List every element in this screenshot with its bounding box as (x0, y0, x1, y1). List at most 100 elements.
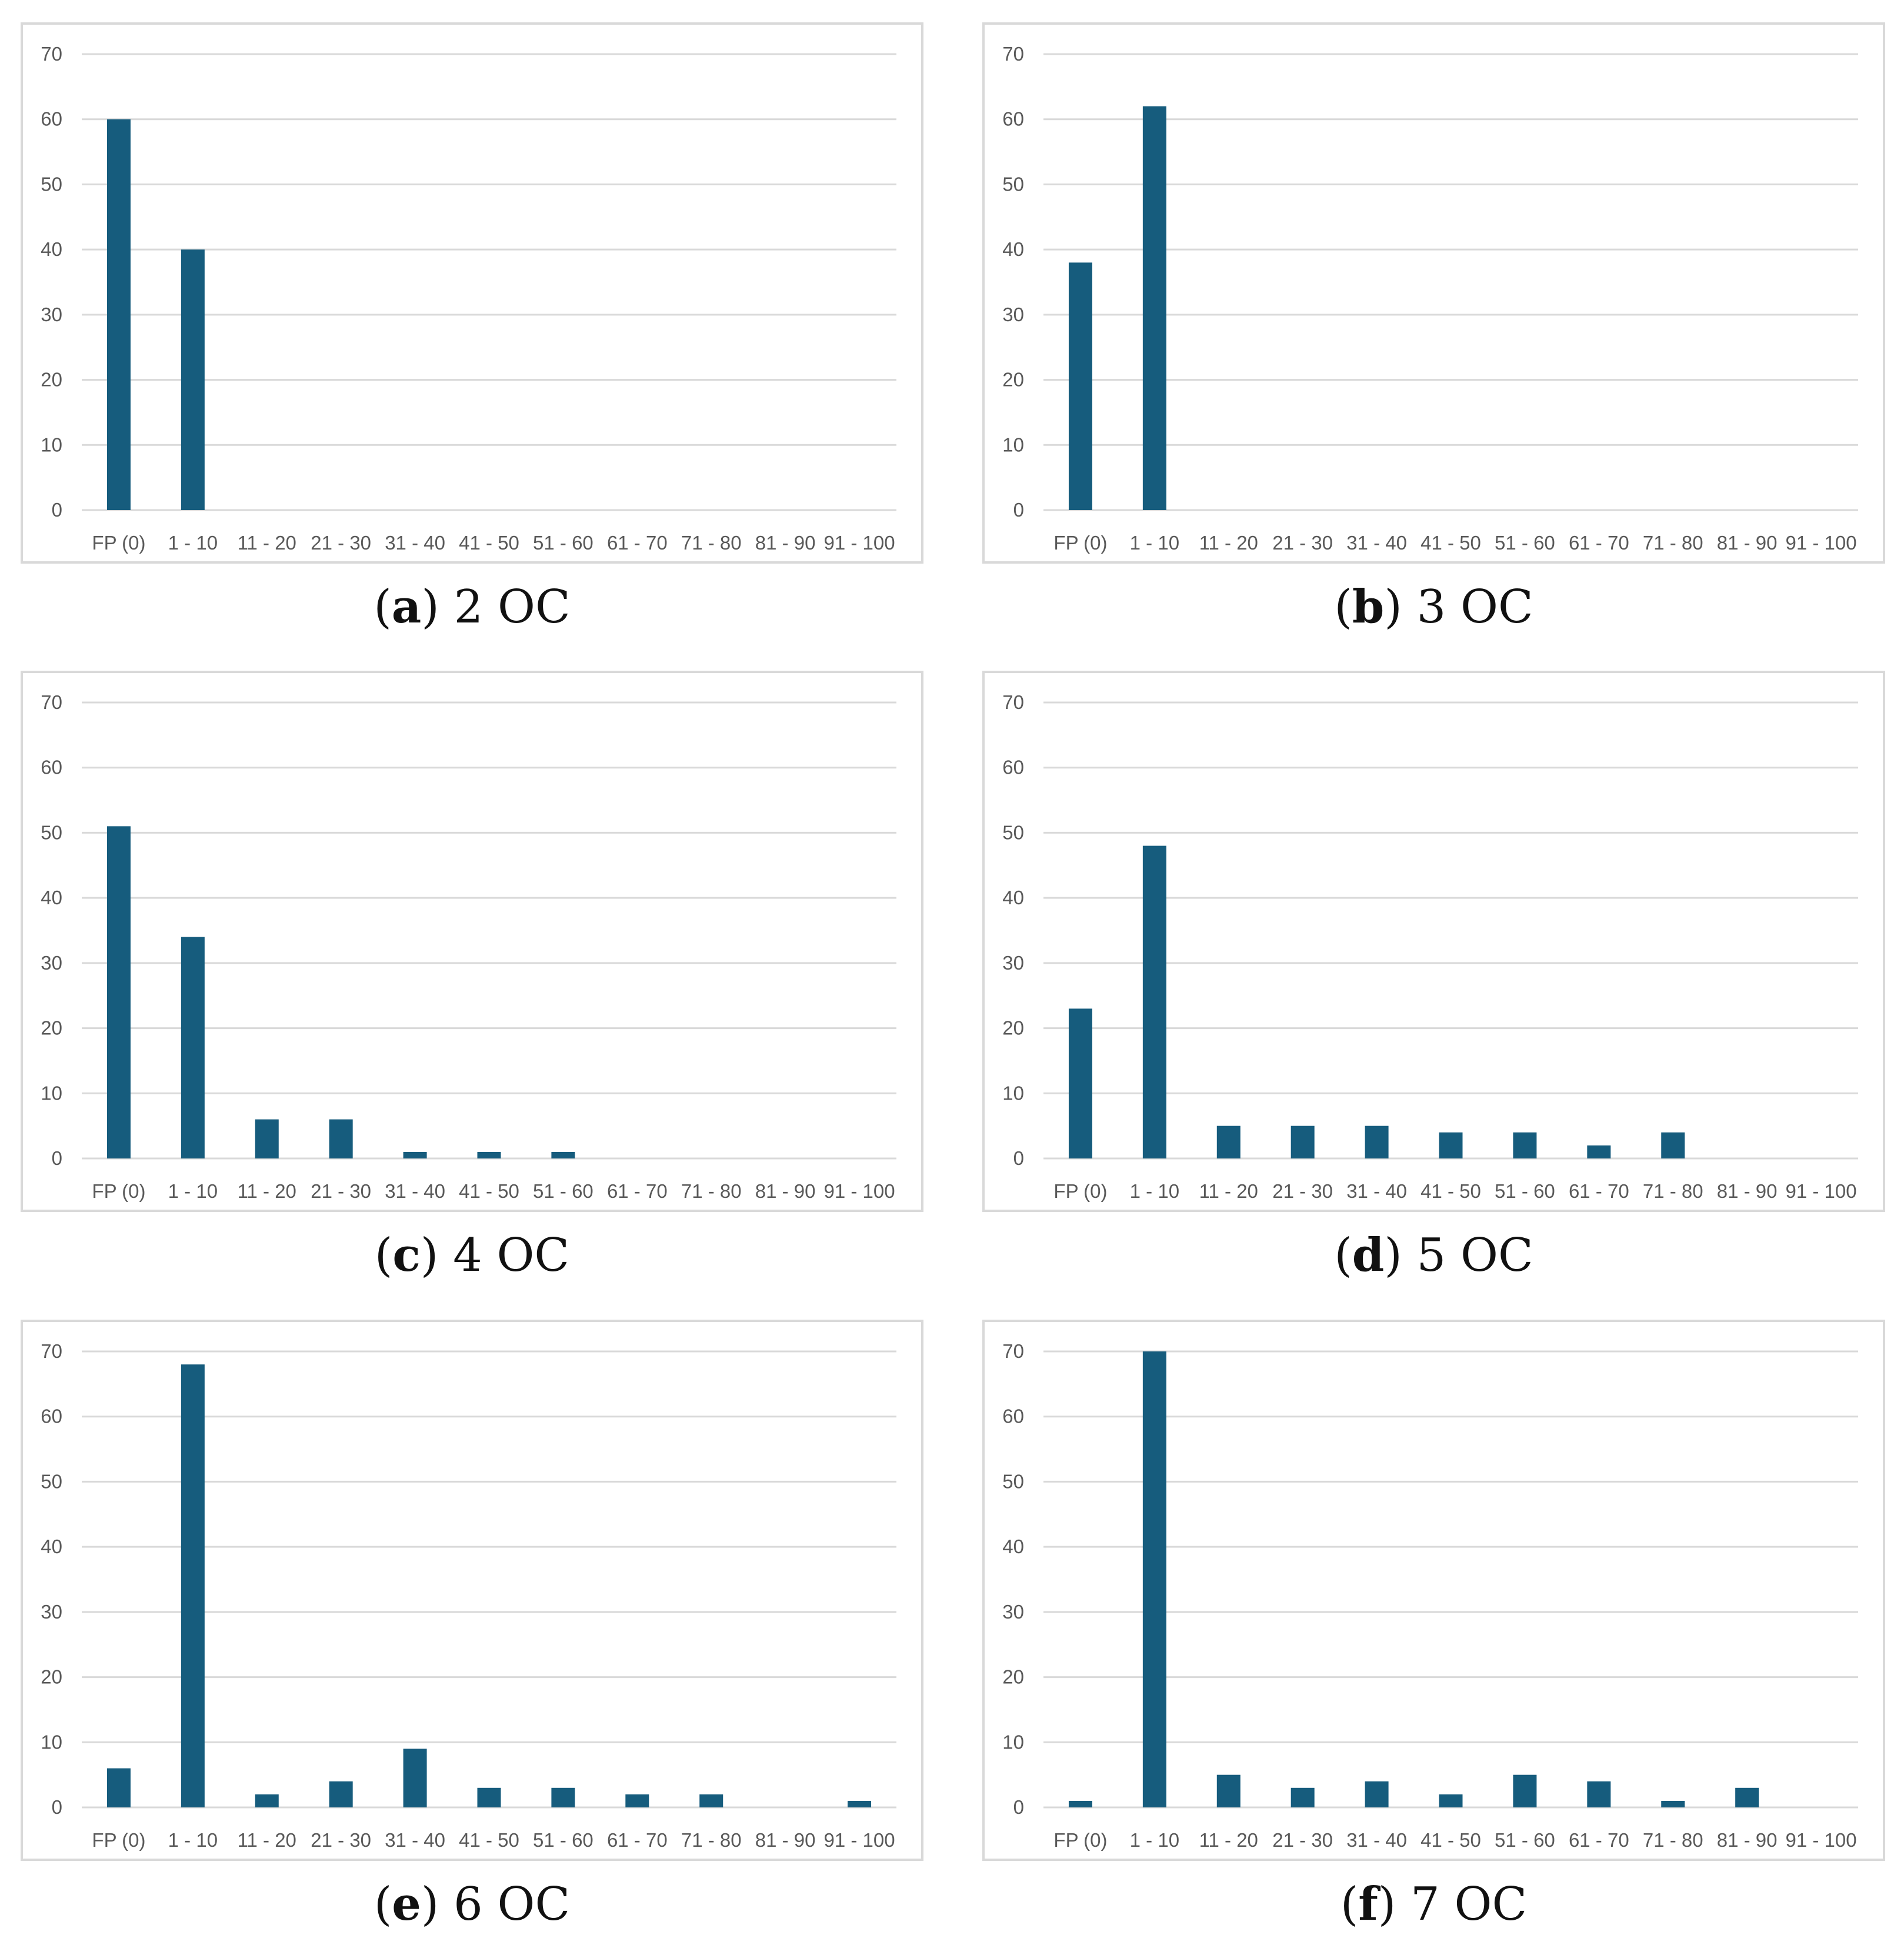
chart-panel-c: 0 10 20 30 40 50 60 70 FP (0) 1 - 10 11 - 20 21 - 3… (21, 671, 923, 1212)
x-tick-label-f-10: 91 - 100 (1785, 1829, 1856, 1851)
bar-d-5 (1439, 1132, 1463, 1158)
bar-b-0 (1068, 262, 1092, 510)
bar-d-4 (1365, 1125, 1389, 1158)
bar-d-2 (1216, 1125, 1241, 1158)
bar-c-5 (477, 1151, 501, 1158)
bar-c-3 (329, 1119, 353, 1158)
x-tick-label-f-4: 31 - 40 (1346, 1829, 1407, 1851)
y-tick-label-e-70: 70 (41, 1340, 62, 1362)
y-tick-label-e-40: 40 (41, 1536, 62, 1557)
y-tick-label-b-60: 60 (1002, 108, 1024, 130)
x-tick-label-f-8: 71 - 80 (1643, 1829, 1703, 1851)
caption-title-b: 3 OC (1416, 581, 1533, 634)
caption-title-f: 7 OC (1411, 1878, 1528, 1931)
x-tick-label-e-2: 11 - 20 (238, 1829, 296, 1851)
bar-e-8 (699, 1794, 723, 1807)
caption-b: (b) 3 OC (1334, 580, 1533, 634)
chart-panel-d: 0 10 20 30 40 50 60 70 FP (0) 1 - 10 11 - 20 21 - 3… (982, 671, 1885, 1212)
x-tick-label-c-5: 41 - 50 (459, 1180, 519, 1202)
x-tick-label-a-0: FP (0) (92, 532, 145, 554)
x-tick-label-f-0: FP (0) (1053, 1829, 1107, 1851)
x-tick-label-d-8: 71 - 80 (1643, 1180, 1703, 1202)
bar-d-0 (1068, 1008, 1092, 1158)
y-tick-label-d-60: 60 (1002, 757, 1024, 778)
caption-letter-e: e (392, 1877, 421, 1931)
caption-letter-c: c (392, 1228, 421, 1282)
caption-e: (e) 6 OC (374, 1877, 571, 1931)
x-tick-label-b-6: 51 - 60 (1495, 532, 1555, 554)
x-tick-label-d-1: 1 - 10 (1130, 1180, 1179, 1202)
x-tick-label-c-6: 51 - 60 (533, 1180, 593, 1202)
x-tick-label-c-2: 11 - 20 (238, 1180, 296, 1202)
x-tick-label-a-2: 11 - 20 (238, 532, 296, 554)
y-tick-label-f-20: 20 (1002, 1666, 1024, 1688)
bar-d-8 (1661, 1132, 1685, 1158)
bar-c-0 (106, 826, 131, 1158)
x-tick-label-d-2: 11 - 20 (1199, 1180, 1258, 1202)
caption-letter-d: d (1352, 1228, 1385, 1282)
y-tick-label-a-40: 40 (41, 238, 62, 260)
y-tick-label-d-20: 20 (1002, 1017, 1024, 1039)
y-tick-label-a-10: 10 (41, 434, 62, 455)
x-tick-label-c-3: 21 - 30 (311, 1180, 371, 1202)
bar-e-6 (551, 1787, 575, 1807)
x-tick-label-b-9: 81 - 90 (1717, 532, 1778, 554)
x-tick-label-d-10: 91 - 100 (1785, 1180, 1856, 1202)
x-tick-label-c-10: 91 - 100 (823, 1180, 895, 1202)
x-tick-label-b-1: 1 - 10 (1130, 532, 1179, 554)
x-tick-label-b-7: 61 - 70 (1569, 532, 1629, 554)
y-tick-label-a-70: 70 (41, 43, 62, 65)
y-tick-label-e-20: 20 (41, 1666, 62, 1688)
y-tick-label-a-0: 0 (52, 499, 62, 521)
x-tick-label-e-4: 31 - 40 (385, 1829, 445, 1851)
x-tick-label-e-9: 81 - 90 (755, 1829, 816, 1851)
y-tick-label-b-40: 40 (1002, 238, 1024, 260)
bar-f-5 (1439, 1794, 1463, 1807)
x-tick-label-f-6: 51 - 60 (1495, 1829, 1555, 1851)
y-tick-label-c-30: 30 (41, 952, 62, 974)
y-tick-label-f-40: 40 (1002, 1536, 1024, 1557)
x-tick-label-f-3: 21 - 30 (1272, 1829, 1333, 1851)
caption-d: (d) 5 OC (1334, 1228, 1533, 1282)
bar-a-0 (106, 119, 131, 510)
bar-e-10 (848, 1800, 872, 1807)
x-tick-label-a-9: 81 - 90 (755, 532, 816, 554)
y-tick-label-d-40: 40 (1002, 887, 1024, 908)
bar-chart-a: 0 10 20 30 40 50 60 70 FP (0) 1 - 10 11 - 20 21 - 3… (41, 43, 896, 554)
bar-f-8 (1661, 1800, 1685, 1807)
bar-e-3 (329, 1781, 353, 1807)
x-tick-label-e-10: 91 - 100 (823, 1829, 895, 1851)
x-tick-label-a-1: 1 - 10 (168, 532, 218, 554)
x-tick-label-d-6: 51 - 60 (1495, 1180, 1555, 1202)
bar-e-5 (477, 1787, 501, 1807)
x-tick-label-b-0: FP (0) (1053, 532, 1107, 554)
bar-e-1 (181, 1364, 205, 1807)
x-tick-label-e-6: 51 - 60 (533, 1829, 593, 1851)
caption-letter-b: b (1352, 580, 1385, 634)
bar-f-0 (1068, 1800, 1092, 1807)
x-tick-label-a-6: 51 - 60 (533, 532, 593, 554)
bar-e-7 (625, 1794, 649, 1807)
x-tick-label-b-5: 41 - 50 (1421, 532, 1481, 554)
bar-f-9 (1735, 1787, 1759, 1807)
caption-a: (a) 2 OC (374, 580, 571, 634)
y-tick-label-a-60: 60 (41, 108, 62, 130)
bar-f-7 (1587, 1781, 1611, 1807)
bar-chart-c: 0 10 20 30 40 50 60 70 FP (0) 1 - 10 11 - 20 21 - 3… (41, 691, 896, 1202)
chart-panel-a: 0 10 20 30 40 50 60 70 FP (0) 1 - 10 11 - 20 21 - 3… (21, 22, 923, 564)
bar-chart-b: 0 10 20 30 40 50 60 70 FP (0) 1 - 10 11 - 20 21 - 3… (1002, 43, 1858, 554)
y-tick-label-c-10: 10 (41, 1082, 62, 1104)
x-tick-label-b-2: 11 - 20 (1199, 532, 1258, 554)
y-tick-label-d-50: 50 (1002, 821, 1024, 843)
y-tick-label-c-40: 40 (41, 887, 62, 908)
y-tick-label-d-30: 30 (1002, 952, 1024, 974)
bar-e-4 (403, 1749, 427, 1807)
bar-f-6 (1513, 1774, 1537, 1807)
y-tick-label-f-50: 50 (1002, 1470, 1024, 1492)
y-tick-label-b-0: 0 (1013, 499, 1024, 521)
x-tick-label-a-10: 91 - 100 (823, 532, 895, 554)
x-tick-label-b-8: 71 - 80 (1643, 532, 1703, 554)
y-tick-label-a-20: 20 (41, 369, 62, 391)
y-tick-label-b-10: 10 (1002, 434, 1024, 455)
bar-e-0 (106, 1768, 131, 1807)
